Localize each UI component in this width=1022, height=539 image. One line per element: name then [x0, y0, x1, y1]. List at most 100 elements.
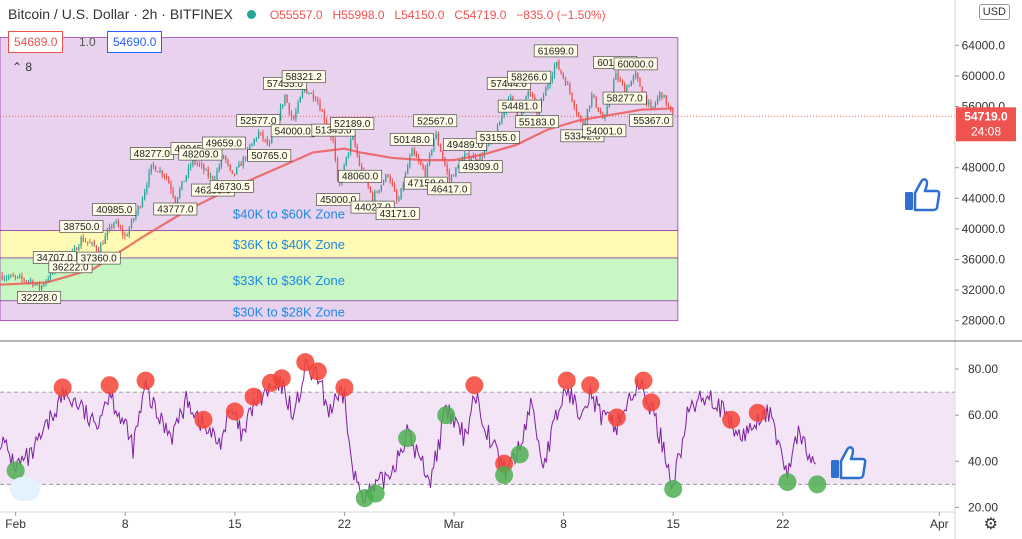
- candle-body: [260, 132, 262, 134]
- overbought-marker: [225, 402, 244, 421]
- candle-body: [82, 237, 84, 242]
- overbought-marker: [308, 362, 327, 381]
- candle-body: [325, 120, 328, 126]
- candle-body: [30, 280, 32, 282]
- market-status-dot: [246, 10, 256, 20]
- price-annotation-label: 43777.0: [157, 205, 194, 216]
- candle-body: [481, 155, 483, 158]
- candle-body: [139, 206, 141, 208]
- candle-body: [264, 139, 266, 141]
- thumbs-up-icon-hand: [839, 446, 867, 480]
- candle-body: [268, 143, 271, 145]
- candle-body: [141, 198, 144, 207]
- current-price-badge: 54719.024:08: [956, 107, 1016, 142]
- price-annotation: 58266.0: [507, 70, 552, 84]
- candle-body: [433, 138, 435, 151]
- candle-body: [378, 189, 380, 193]
- price-annotation-box: [76, 251, 121, 265]
- candle-body: [130, 220, 133, 229]
- price-annotation-box: [613, 57, 658, 71]
- price-annotation: 32228.0: [17, 291, 62, 304]
- price-annotation: 58321.2: [281, 70, 326, 83]
- candle-body: [249, 146, 251, 150]
- overbought-marker: [722, 410, 741, 429]
- price-tick-label: 60000.0: [962, 69, 1006, 83]
- candle-body: [597, 107, 600, 112]
- candle-body: [304, 89, 306, 91]
- price-annotation: 55367.0: [629, 114, 674, 127]
- candle-body: [40, 285, 43, 290]
- candle-body: [672, 109, 674, 114]
- candle-body: [371, 192, 374, 201]
- price-annotation: 50148.0: [389, 132, 434, 146]
- time-tick-label: 15: [228, 517, 242, 531]
- bid-price-box[interactable]: 54689.0: [8, 31, 64, 53]
- candle-body: [661, 92, 663, 98]
- candle-body: [604, 116, 606, 119]
- open-value: O55557.0: [269, 8, 323, 22]
- thumbs-up-icon: [905, 178, 941, 212]
- symbol-title[interactable]: Bitcoin / U.S. Dollar · 2h · BITFINEX: [8, 6, 233, 22]
- candle-body: [545, 88, 547, 96]
- gear-icon[interactable]: ⚙: [983, 516, 998, 533]
- candle-body: [448, 171, 450, 181]
- price-annotation: 49489.0: [443, 138, 487, 151]
- candle-body: [176, 197, 179, 203]
- candle-body: [295, 111, 297, 119]
- candle-body: [89, 242, 91, 244]
- price-annotation-box: [153, 202, 198, 216]
- price-tick-label: 44000.0: [962, 191, 1006, 205]
- price-annotation-box: [533, 44, 578, 58]
- overbought-marker: [607, 408, 626, 427]
- price-annotation-label: 43171.0: [380, 209, 417, 220]
- candle-body: [632, 76, 635, 81]
- thumbs-up-icon-cuff: [831, 460, 839, 478]
- candle-body: [216, 170, 218, 180]
- candle-body: [332, 137, 334, 141]
- candle-body: [639, 78, 641, 87]
- price-annotation-label: 58277.0: [607, 94, 644, 105]
- candle-body: [606, 106, 608, 117]
- candle-body: [233, 173, 236, 175]
- moving-average-line: [0, 107, 674, 286]
- price-annotation: 40985.0: [92, 203, 137, 216]
- price-annotation: 46417.0: [427, 182, 472, 195]
- high-value: H55998.0: [332, 8, 385, 22]
- tradingview-logo-icon[interactable]: [10, 477, 40, 501]
- candle-body: [560, 69, 562, 74]
- candle-body: [376, 192, 378, 194]
- price-annotation-label: 58266.0: [511, 73, 548, 84]
- candle-body: [512, 96, 514, 102]
- currency-badge[interactable]: USD: [978, 4, 1010, 20]
- candle-body: [641, 86, 643, 94]
- candle-body: [621, 80, 624, 84]
- candle-body: [108, 226, 111, 231]
- candle-body: [5, 277, 8, 279]
- price-annotation-label: 53155.0: [480, 133, 517, 144]
- price-annotation-label: 32228.0: [21, 293, 58, 304]
- price-annotation-label: 48277.0: [134, 149, 171, 160]
- candle-body: [569, 84, 571, 93]
- candle-body: [146, 185, 148, 192]
- candle-body: [168, 177, 170, 184]
- candle-body: [422, 164, 424, 169]
- indicators-toggle[interactable]: ⌃ 8: [12, 60, 32, 74]
- candle-body: [19, 276, 21, 278]
- price-annotation: 54000.0: [270, 124, 315, 137]
- candle-body: [95, 245, 98, 250]
- candle-body: [38, 283, 41, 290]
- price-annotation: 49309.0: [458, 160, 503, 173]
- ask-price-box[interactable]: 54690.0: [107, 31, 163, 53]
- candle-body: [457, 165, 459, 168]
- candle-body: [582, 121, 584, 127]
- candle-body: [236, 167, 238, 174]
- candle-body: [571, 92, 573, 101]
- price-annotation-box: [475, 130, 520, 144]
- candle-body: [200, 164, 203, 166]
- rsi-tick-label: 20.00: [968, 500, 998, 514]
- price-annotation-box: [375, 207, 420, 220]
- candle-body: [119, 226, 122, 229]
- candle-body: [645, 95, 648, 105]
- candle-body: [251, 143, 253, 147]
